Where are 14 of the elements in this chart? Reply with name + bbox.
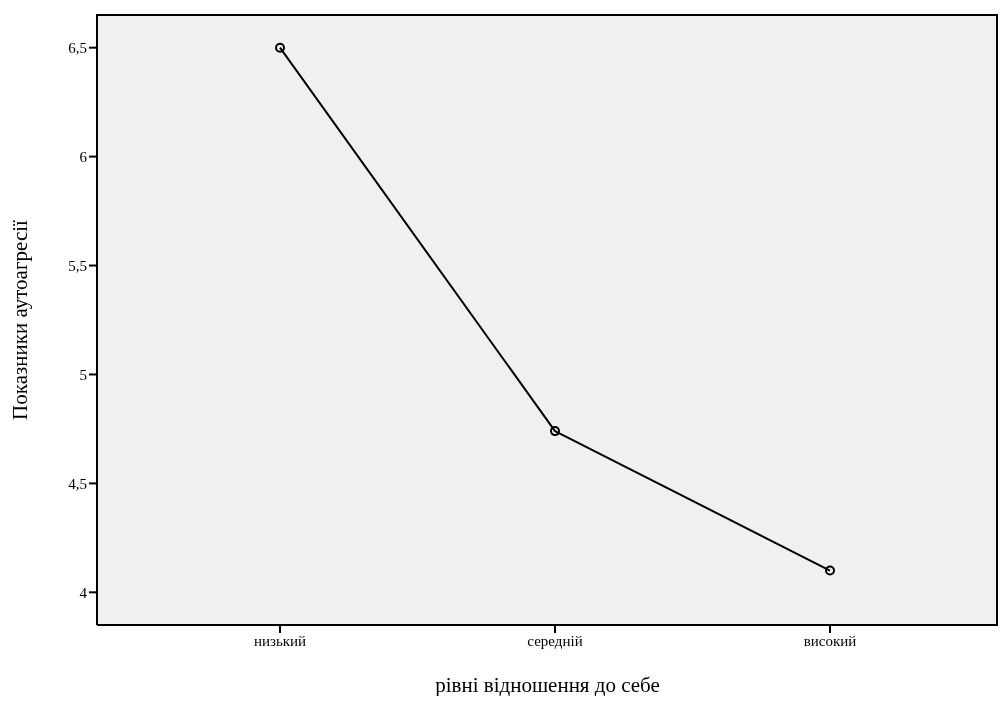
point: [275, 42, 285, 53]
x-tick-label: високий: [803, 632, 857, 649]
y-axis-title: Показники аутоагресії: [8, 219, 33, 420]
y-tick-label: 4,5: [68, 475, 87, 492]
point: [825, 565, 835, 576]
point: [550, 426, 560, 437]
y-tick-label: 6: [79, 148, 88, 165]
x-tick-label: середній: [527, 632, 583, 649]
x-axis-title: рівні відношення до себе: [435, 673, 660, 697]
y-tick-label: 6,5: [68, 40, 87, 56]
x-tick-label: низький: [253, 632, 307, 649]
y-tick-label: 5,5: [68, 257, 87, 274]
y-tick-label: 4: [79, 584, 88, 601]
y-tick-label: 5: [79, 366, 87, 383]
